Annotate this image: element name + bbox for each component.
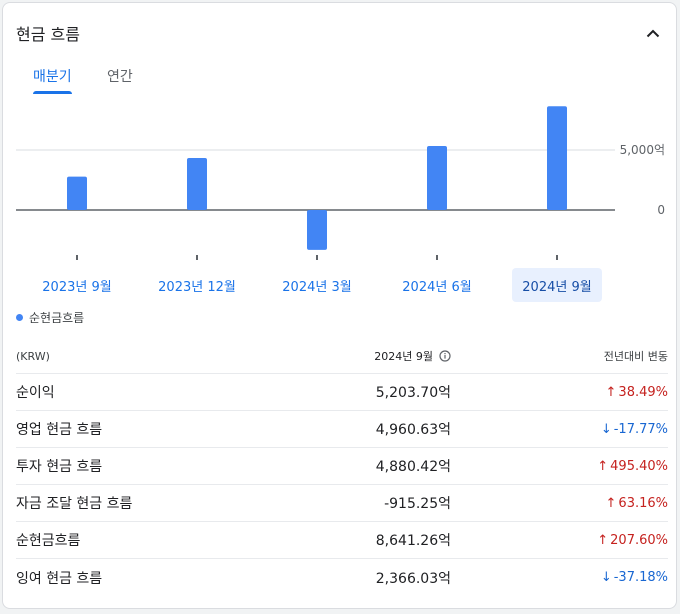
arrow-up-icon: ↑ xyxy=(597,532,609,548)
row-change: ↓ -37.18% xyxy=(451,570,668,585)
header-currency: (KRW) xyxy=(16,349,50,363)
x-axis-label[interactable]: 2024년 6월 xyxy=(402,279,472,295)
table-row: 투자 현금 흐름 4,880.42억 ↑ 495.40% xyxy=(16,448,668,485)
row-change: ↑ 63.16% xyxy=(451,496,668,511)
bar-1[interactable] xyxy=(187,158,207,210)
table-body: 순이익 5,203.70억 ↑ 38.49% 영업 현금 흐름 4,960.63억 ↓ -17… xyxy=(16,374,668,596)
row-label: 영업 현금 흐름 xyxy=(16,422,103,438)
row-label: 투자 현금 흐름 xyxy=(16,459,103,475)
row-change: ↑ 38.49% xyxy=(451,385,668,400)
tab-quarterly[interactable]: 매분기 xyxy=(33,66,72,94)
table-row: 자금 조달 현금 흐름 -915.25억 ↑ 63.16% xyxy=(16,485,668,522)
card-title: 현금 흐름 xyxy=(16,25,80,44)
x-axis-label[interactable]: 2023년 9월 xyxy=(42,279,112,295)
header-period: 2024년 9월 xyxy=(316,348,451,364)
cash-flow-table: (KRW) 2024년 9월 전년대비 변동 순이익 5,203.70억 ↑ 38.4… xyxy=(16,339,668,596)
info-icon[interactable] xyxy=(439,350,451,362)
row-label: 자금 조달 현금 흐름 xyxy=(16,496,133,512)
arrow-up-icon: ↑ xyxy=(605,495,617,511)
arrow-down-icon: ↓ xyxy=(600,421,612,437)
row-change-value: 207.60% xyxy=(610,532,668,548)
row-change-value: 495.40% xyxy=(610,458,668,474)
bar-0[interactable] xyxy=(67,176,87,210)
x-axis-label[interactable]: 2024년 3월 xyxy=(282,279,352,295)
row-value: 8,641.26억 xyxy=(375,533,451,549)
arrow-up-icon: ↑ xyxy=(597,458,609,474)
row-change-value: 38.49% xyxy=(618,384,668,400)
table-row: 영업 현금 흐름 4,960.63억 ↓ -17.77% xyxy=(16,411,668,448)
tab-annual[interactable]: 연간 xyxy=(107,69,133,85)
table-header: (KRW) 2024년 9월 전년대비 변동 xyxy=(16,339,668,374)
row-value: 2,366.03억 xyxy=(375,570,451,587)
row-change-value: 63.16% xyxy=(618,495,668,511)
header-period-label: 2024년 9월 xyxy=(374,350,433,363)
row-change-value: -37.18% xyxy=(613,570,668,585)
row-value: 4,880.42억 xyxy=(375,459,451,475)
table-row: 순이익 5,203.70억 ↑ 38.49% xyxy=(16,374,668,411)
arrow-up-icon: ↑ xyxy=(605,384,617,400)
row-change: ↑ 207.60% xyxy=(451,533,668,548)
row-value: 5,203.70억 xyxy=(375,385,451,401)
chart-legend: 순현금흐름 xyxy=(16,309,84,326)
row-change-value: -17.77% xyxy=(613,421,668,437)
table-row: 잉여 현금 흐름 2,366.03억 ↓ -37.18% xyxy=(16,559,668,596)
y-tick-label: 0 xyxy=(657,203,665,217)
row-value: -915.25억 xyxy=(384,496,451,512)
collapse-button[interactable] xyxy=(639,19,667,47)
table-row: 순현금흐름 8,641.26억 ↑ 207.60% xyxy=(16,522,668,559)
bar-3[interactable] xyxy=(427,146,447,210)
legend-label: 순현금흐름 xyxy=(29,311,85,325)
row-change: ↓ -17.77% xyxy=(451,422,668,437)
header-yoy-change: 전년대비 변동 xyxy=(603,350,668,363)
x-axis-label[interactable]: 2024년 9월 xyxy=(512,268,602,302)
row-label: 잉여 현금 흐름 xyxy=(16,570,103,587)
arrow-down-icon: ↓ xyxy=(600,570,612,585)
row-change: ↑ 495.40% xyxy=(451,459,668,474)
x-axis-label[interactable]: 2023년 12월 xyxy=(158,279,236,295)
row-label: 순현금흐름 xyxy=(16,533,81,549)
bar-2[interactable] xyxy=(307,210,327,250)
chevron-up-icon xyxy=(646,29,660,37)
row-label: 순이익 xyxy=(16,385,55,401)
y-tick-label: 5,000억 xyxy=(620,143,665,157)
cash-flow-chart: 5,000억 0 xyxy=(16,106,665,260)
bar-4[interactable] xyxy=(547,106,567,210)
row-value: 4,960.63억 xyxy=(375,422,451,438)
legend-dot-icon xyxy=(16,314,23,321)
